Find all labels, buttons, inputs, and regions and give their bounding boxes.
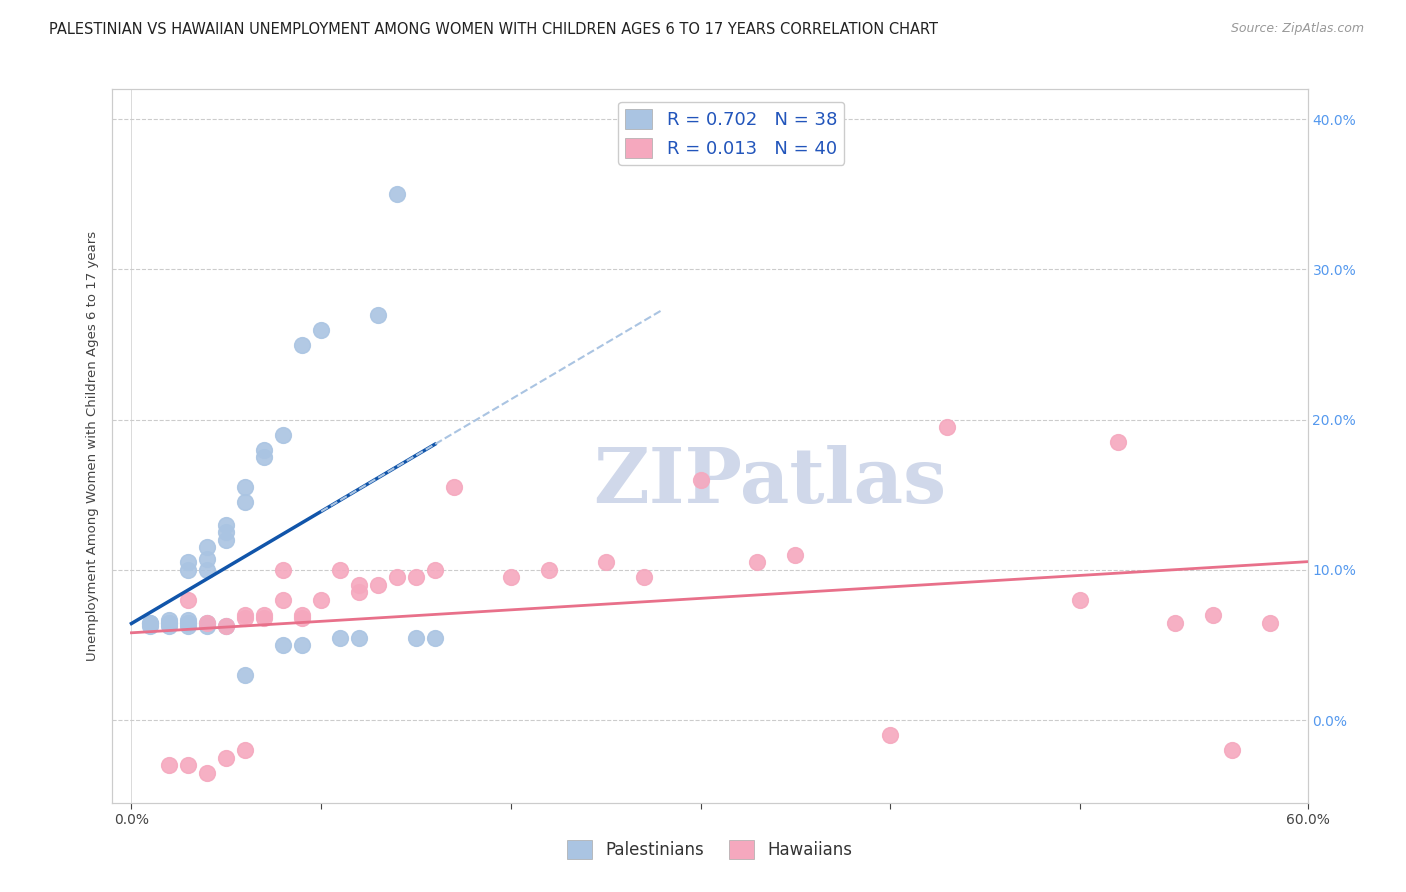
Point <box>385 570 408 584</box>
Point <box>1164 615 1187 630</box>
Text: Source: ZipAtlas.com: Source: ZipAtlas.com <box>1230 22 1364 36</box>
Point <box>177 758 200 772</box>
Point <box>329 563 352 577</box>
Point <box>253 442 276 457</box>
Point <box>215 525 238 540</box>
Point <box>215 517 238 532</box>
Point <box>1069 593 1091 607</box>
Point <box>253 611 276 625</box>
Point <box>139 615 162 630</box>
Point <box>1258 615 1281 630</box>
Point <box>195 541 218 555</box>
Point <box>291 611 314 625</box>
Point <box>233 607 256 622</box>
Point <box>195 552 218 566</box>
Point <box>1107 435 1129 450</box>
Point <box>1220 743 1243 757</box>
Point <box>233 743 256 757</box>
Point <box>215 750 238 764</box>
Point <box>139 615 162 630</box>
Point <box>177 563 200 577</box>
Point <box>157 615 180 630</box>
Y-axis label: Unemployment Among Women with Children Ages 6 to 17 years: Unemployment Among Women with Children A… <box>86 231 100 661</box>
Point <box>785 548 807 562</box>
Point <box>405 631 427 645</box>
Point <box>233 668 256 682</box>
Point <box>499 570 522 584</box>
Point <box>177 593 200 607</box>
Point <box>233 495 256 509</box>
Point <box>195 765 218 780</box>
Point <box>423 563 446 577</box>
Point <box>271 638 294 652</box>
Point <box>195 615 218 630</box>
Point <box>195 615 218 630</box>
Point <box>405 570 427 584</box>
Point <box>271 563 294 577</box>
Point <box>215 618 238 632</box>
Point <box>177 615 200 630</box>
Point <box>177 613 200 627</box>
Point <box>595 556 617 570</box>
Point <box>139 618 162 632</box>
Point <box>195 563 218 577</box>
Point <box>633 570 655 584</box>
Point <box>537 563 560 577</box>
Point <box>233 480 256 494</box>
Point <box>329 631 352 645</box>
Point <box>423 631 446 645</box>
Text: ZIPatlas: ZIPatlas <box>593 445 946 518</box>
Point <box>936 420 959 434</box>
Text: PALESTINIAN VS HAWAIIAN UNEMPLOYMENT AMONG WOMEN WITH CHILDREN AGES 6 TO 17 YEAR: PALESTINIAN VS HAWAIIAN UNEMPLOYMENT AMO… <box>49 22 938 37</box>
Point <box>879 728 901 742</box>
Point <box>215 533 238 547</box>
Point <box>309 593 332 607</box>
Point <box>291 638 314 652</box>
Point <box>271 593 294 607</box>
Point <box>253 450 276 465</box>
Point <box>195 618 218 632</box>
Point <box>385 187 408 202</box>
Point <box>177 618 200 632</box>
Point <box>1202 607 1225 622</box>
Legend: Palestinians, Hawaiians: Palestinians, Hawaiians <box>561 834 859 866</box>
Point <box>157 613 180 627</box>
Point <box>747 556 769 570</box>
Point <box>177 556 200 570</box>
Point <box>689 473 711 487</box>
Point <box>347 631 370 645</box>
Point <box>271 427 294 442</box>
Point <box>157 615 180 630</box>
Point <box>157 618 180 632</box>
Point <box>347 578 370 592</box>
Point <box>309 322 332 336</box>
Point <box>367 578 389 592</box>
Point <box>233 611 256 625</box>
Point <box>177 615 200 630</box>
Point <box>291 607 314 622</box>
Point <box>215 618 238 632</box>
Point <box>291 337 314 351</box>
Point <box>443 480 465 494</box>
Point <box>157 758 180 772</box>
Point <box>253 607 276 622</box>
Point <box>347 585 370 599</box>
Point <box>367 308 389 322</box>
